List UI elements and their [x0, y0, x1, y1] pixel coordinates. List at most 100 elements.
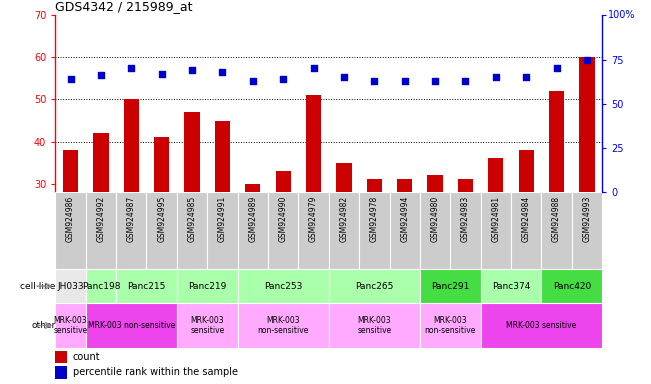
- Text: GSM924980: GSM924980: [430, 196, 439, 242]
- Bar: [480, 303, 602, 348]
- Point: [278, 76, 288, 82]
- Bar: [93, 133, 109, 310]
- Text: MRK-003 non-sensitive: MRK-003 non-sensitive: [88, 321, 175, 330]
- Text: count: count: [73, 352, 100, 362]
- Text: GSM924994: GSM924994: [400, 196, 409, 242]
- Text: Panc219: Panc219: [188, 281, 227, 291]
- Text: MRK-003
sensitive: MRK-003 sensitive: [53, 316, 88, 335]
- Bar: [420, 192, 450, 269]
- Bar: [542, 192, 572, 269]
- Bar: [177, 303, 238, 348]
- Bar: [55, 192, 86, 269]
- Point: [430, 78, 440, 84]
- Text: GSM924984: GSM924984: [521, 196, 531, 242]
- Bar: [238, 303, 329, 348]
- Bar: [124, 99, 139, 310]
- Text: Panc198: Panc198: [81, 281, 120, 291]
- Text: Panc374: Panc374: [492, 281, 530, 291]
- Text: GSM924981: GSM924981: [492, 196, 501, 242]
- Bar: [329, 269, 420, 303]
- Point: [96, 72, 106, 78]
- Text: GSM924987: GSM924987: [127, 196, 136, 242]
- Bar: [154, 137, 169, 310]
- Point: [551, 65, 562, 71]
- Bar: [177, 192, 207, 269]
- Bar: [572, 192, 602, 269]
- Text: Panc291: Panc291: [431, 281, 469, 291]
- Text: Panc265: Panc265: [355, 281, 393, 291]
- Text: GSM924978: GSM924978: [370, 196, 379, 242]
- Bar: [245, 184, 260, 310]
- Text: GSM924992: GSM924992: [96, 196, 105, 242]
- Text: Panc215: Panc215: [128, 281, 165, 291]
- Point: [65, 76, 76, 82]
- Bar: [55, 351, 67, 363]
- Text: GSM924979: GSM924979: [309, 196, 318, 242]
- Bar: [268, 192, 298, 269]
- Text: GSM924989: GSM924989: [248, 196, 257, 242]
- Bar: [480, 269, 542, 303]
- Point: [339, 74, 349, 80]
- Point: [156, 71, 167, 77]
- Bar: [519, 150, 534, 310]
- Point: [126, 65, 137, 71]
- Bar: [86, 303, 177, 348]
- Text: GSM924991: GSM924991: [218, 196, 227, 242]
- Bar: [367, 179, 382, 310]
- Point: [491, 74, 501, 80]
- Point: [187, 67, 197, 73]
- Bar: [488, 158, 503, 310]
- Bar: [238, 192, 268, 269]
- Bar: [549, 91, 564, 310]
- Text: Panc420: Panc420: [553, 281, 591, 291]
- Bar: [215, 121, 230, 310]
- Bar: [420, 303, 480, 348]
- Bar: [480, 192, 511, 269]
- Point: [247, 78, 258, 84]
- Bar: [55, 269, 86, 303]
- Bar: [579, 58, 594, 310]
- Text: GSM924988: GSM924988: [552, 196, 561, 242]
- Text: GSM924995: GSM924995: [157, 196, 166, 242]
- Text: GSM924985: GSM924985: [187, 196, 197, 242]
- Bar: [55, 366, 67, 379]
- Bar: [63, 150, 78, 310]
- Text: GSM924986: GSM924986: [66, 196, 75, 242]
- Bar: [86, 269, 116, 303]
- Bar: [359, 192, 389, 269]
- Bar: [275, 171, 291, 310]
- Text: MRK-003 sensitive: MRK-003 sensitive: [506, 321, 577, 330]
- Bar: [542, 269, 602, 303]
- Point: [400, 78, 410, 84]
- Bar: [146, 192, 177, 269]
- Bar: [116, 269, 177, 303]
- Text: 100%: 100%: [608, 10, 635, 20]
- Text: other: other: [31, 321, 55, 330]
- Text: percentile rank within the sample: percentile rank within the sample: [73, 367, 238, 377]
- Text: JH033: JH033: [57, 281, 84, 291]
- Bar: [329, 192, 359, 269]
- Point: [217, 69, 228, 75]
- Text: GSM924990: GSM924990: [279, 196, 288, 242]
- Text: GSM924983: GSM924983: [461, 196, 470, 242]
- Bar: [86, 192, 116, 269]
- Text: GSM924982: GSM924982: [339, 196, 348, 242]
- Bar: [428, 175, 443, 310]
- Point: [460, 78, 471, 84]
- Text: Panc253: Panc253: [264, 281, 302, 291]
- Text: MRK-003
non-sensitive: MRK-003 non-sensitive: [424, 316, 476, 335]
- Text: cell line: cell line: [20, 281, 55, 291]
- Point: [582, 56, 592, 63]
- Text: MRK-003
sensitive: MRK-003 sensitive: [190, 316, 225, 335]
- Bar: [458, 179, 473, 310]
- Bar: [238, 269, 329, 303]
- Point: [369, 78, 380, 84]
- Bar: [207, 192, 238, 269]
- Bar: [184, 112, 200, 310]
- Text: MRK-003
sensitive: MRK-003 sensitive: [357, 316, 391, 335]
- Text: GDS4342 / 215989_at: GDS4342 / 215989_at: [55, 0, 193, 13]
- Bar: [420, 269, 480, 303]
- Bar: [337, 162, 352, 310]
- Bar: [306, 95, 321, 310]
- Point: [521, 74, 531, 80]
